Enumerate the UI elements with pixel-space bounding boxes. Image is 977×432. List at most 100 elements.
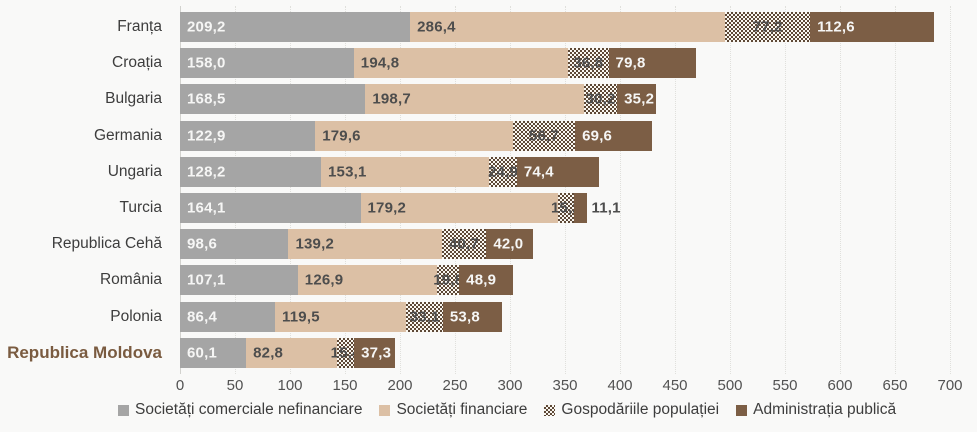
bar-value-label: 69,6 — [582, 127, 613, 145]
gridline — [565, 6, 566, 374]
bar-value-label: 11,1 — [591, 199, 621, 217]
bar-value-label: 119,5 — [282, 308, 320, 326]
bar-value-label: 48,9 — [466, 271, 497, 289]
bar-value-label: 158,0 — [187, 54, 226, 72]
gridline — [950, 6, 951, 374]
bar-segment-series-4: 37,3 — [354, 337, 396, 368]
bar-value-label: 53,8 — [449, 308, 480, 326]
bar-segment-series-1: 164,1 — [180, 193, 361, 223]
plot-area: 209,2 286,4 77,2 112,6 158,0 194,8 36,8 79,8 168… — [180, 0, 970, 376]
bar-value-label: 19,8 — [433, 271, 464, 289]
bar-segment-series-3: 40,7 — [441, 229, 487, 260]
bar-value-label: 179,2 — [367, 199, 407, 217]
bar-segment-series-3: 77,2 — [725, 12, 811, 42]
bar-segment-series-1: 60,1 — [180, 337, 247, 368]
bar-value-label: 33,1 — [409, 308, 440, 326]
bar-segment-series-4: 35,2 — [617, 84, 656, 115]
x-tick-label: 450 — [662, 377, 688, 394]
bar-value-label: 112,6 — [817, 18, 855, 36]
value-axis: 0 50 100 150 200 250 300 350 400 450 500 550 600 650 7… — [0, 377, 977, 397]
bar-value-label: 60,1 — [187, 344, 217, 362]
gridline — [290, 6, 291, 374]
legend-item: Gospodăriile populației — [544, 401, 719, 419]
bar-value-label: 86,4 — [187, 308, 217, 326]
bar-segment-series-3: 15,2 — [551, 193, 581, 223]
gridline — [345, 6, 346, 374]
gridline — [785, 6, 786, 374]
bar-value-label: 40,7 — [448, 235, 479, 253]
bar-value-label: 164,1 — [187, 199, 226, 217]
category-label: Republica Cehă — [51, 235, 162, 253]
bar-value-label: 126,9 — [304, 271, 344, 289]
bar-segment-series-4: 74,4 — [516, 156, 599, 187]
legend-item: Societăți comerciale nefinanciare — [118, 401, 362, 419]
bar-value-label: 179,6 — [322, 127, 361, 145]
bar-segment-series-2: 139,2 — [288, 229, 442, 260]
bar-value-label: 79,8 — [615, 54, 646, 72]
bar-segment-series-2: 179,2 — [360, 193, 558, 223]
gridline — [730, 6, 731, 374]
bar-value-label: 198,7 — [372, 90, 411, 108]
bar-segment-series-2: 194,8 — [353, 48, 569, 79]
bar-value-label: 42,0 — [493, 235, 524, 253]
x-tick-label: 150 — [332, 377, 358, 394]
gridline — [840, 6, 841, 374]
bar-value-label: 15,4 — [330, 344, 361, 362]
x-tick-label: 50 — [226, 377, 244, 394]
bar-segment-series-1: 209,2 — [180, 12, 411, 42]
bar-value-label: 122,9 — [187, 127, 226, 145]
category-axis: Franța Croația Bulgaria Germania Ungaria Turc… — [0, 0, 170, 376]
bar-segment-series-3: 36,8 — [568, 48, 609, 79]
bar-value-label: 74,4 — [523, 163, 554, 181]
bar-segment-series-1: 107,1 — [180, 265, 298, 296]
category-label: Bulgaria — [105, 90, 162, 108]
x-tick-label: 250 — [442, 377, 468, 394]
x-tick-label: 500 — [717, 377, 743, 394]
bar-value-label: 56,7 — [528, 127, 559, 145]
bar-segment-series-2: 153,1 — [321, 156, 490, 187]
category-label: Croația — [112, 54, 162, 72]
bar-value-label: 194,8 — [360, 54, 400, 72]
bar-segment-series-3: 19,8 — [433, 265, 463, 296]
legend-label: Societăți financiare — [396, 401, 528, 418]
axis-zero-line — [180, 6, 181, 374]
bar-segment-series-2: 119,5 — [275, 301, 407, 332]
bar-segment-series-1: 158,0 — [180, 48, 354, 79]
bar-value-label: 98,6 — [187, 235, 217, 253]
bar-segment-series-3: 24,9 — [488, 156, 519, 187]
x-tick-label: 350 — [552, 377, 578, 394]
legend-label: Administrația publică — [753, 401, 897, 418]
bar-segment-series-3: 33,1 — [406, 301, 443, 332]
bar-segment-series-1: 168,5 — [180, 84, 366, 115]
x-tick-label: 200 — [387, 377, 413, 394]
bar-value-label: 82,8 — [253, 344, 284, 362]
bar-value-label: 36,8 — [573, 54, 604, 72]
gridline — [510, 6, 511, 374]
bar-segment-series-4: 11,1 — [574, 193, 621, 223]
bar-value-label: 168,5 — [187, 90, 226, 108]
legend-label: Gospodăriile populației — [561, 401, 720, 418]
bar-value-label: 24,9 — [488, 163, 519, 181]
gridline — [235, 6, 236, 374]
x-tick-label: 400 — [607, 377, 633, 394]
bar-segment-series-2: 286,4 — [410, 12, 726, 42]
category-label: România — [99, 271, 162, 289]
legend-item: Administrația publică — [736, 401, 896, 419]
category-label: Turcia — [119, 199, 163, 216]
x-tick-label: 100 — [277, 377, 303, 394]
bar-value-label: 107,1 — [187, 271, 226, 289]
legend-swatch-icon — [736, 404, 748, 416]
bar-segment-series-2: 126,9 — [297, 265, 438, 296]
bar-segment-series-1: 98,6 — [180, 229, 289, 260]
legend-swatch-icon — [544, 404, 556, 416]
bar-segment-series-1: 122,9 — [180, 120, 316, 151]
bar-segment-series-4: 112,6 — [810, 12, 934, 42]
bar-value-label: 30,2 — [585, 90, 616, 108]
x-tick-label: 650 — [882, 377, 908, 394]
bar-value-label: 15,2 — [550, 199, 581, 217]
bar-value-label: 128,2 — [187, 163, 226, 181]
category-label: Ungaria — [107, 162, 162, 180]
bar-segment-series-2: 198,7 — [365, 84, 584, 115]
bar-segment-series-1: 128,2 — [180, 156, 322, 187]
